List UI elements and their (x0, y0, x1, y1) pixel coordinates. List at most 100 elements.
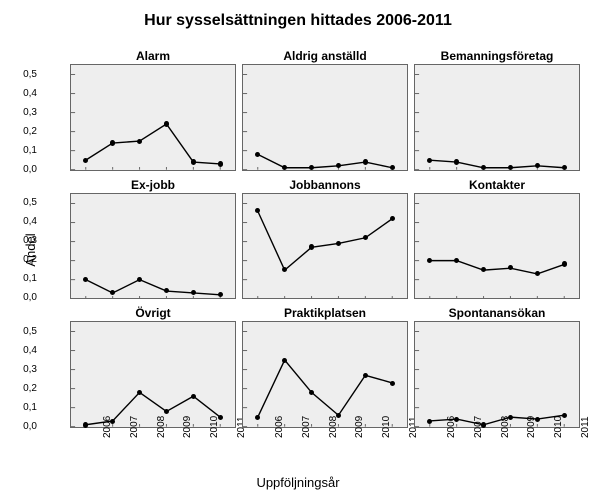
y-tick-label: 0,1 (11, 403, 37, 413)
series-svg (71, 322, 235, 427)
y-tick-label: 0,5 (11, 70, 37, 80)
panel-title: Bemanningsföretag (414, 48, 580, 64)
data-point (164, 121, 169, 126)
panel-grid: Alarm0,00,10,20,30,40,5Aldrig anställdBe… (70, 48, 580, 428)
y-tick-label: 0,1 (11, 146, 37, 156)
y-tick-label: 0,5 (11, 327, 37, 337)
plot-area (414, 193, 580, 300)
data-point (137, 277, 142, 282)
x-tick-label: 2010 (193, 428, 220, 438)
plot-area: 0,00,10,20,30,40,52006200720082009201020… (70, 321, 236, 428)
x-tick-label: 2011 (220, 428, 247, 438)
x-tick-label: 2009 (166, 428, 193, 438)
x-tick-label: 2006 (258, 428, 285, 438)
data-point (218, 161, 223, 166)
y-tick-label: 0,0 (11, 165, 37, 175)
panel: Aldrig anställd (242, 48, 408, 171)
x-tick-label: 2007 (285, 428, 312, 438)
data-point (137, 139, 142, 144)
y-tick-label: 0,5 (11, 198, 37, 208)
data-point (110, 140, 115, 145)
panel: Spontanansökan200620072008200920102011 (414, 305, 580, 428)
x-tick-label: 2008 (484, 428, 511, 438)
plot-area (414, 64, 580, 171)
y-tick-label: 0,2 (11, 127, 37, 137)
panel: Ex-jobb0,00,10,20,30,40,5 (70, 177, 236, 300)
y-tick-label: 0,3 (11, 108, 37, 118)
y-tick-label: 0,0 (11, 293, 37, 303)
data-point (191, 394, 196, 399)
data-point (562, 261, 567, 266)
panel-title: Jobbannons (242, 177, 408, 193)
panel-title: Spontanansökan (414, 305, 580, 321)
data-point (336, 241, 341, 246)
line-series (258, 360, 392, 417)
x-tick-label: 2008 (312, 428, 339, 438)
data-point (363, 235, 368, 240)
panel-title: Övrigt (70, 305, 236, 321)
y-tick-label: 0,4 (11, 217, 37, 227)
series-svg (243, 322, 407, 427)
series-svg (243, 65, 407, 170)
chart-container: Hur sysselsättningen hittades 2006-2011 … (0, 0, 596, 500)
main-title: Hur sysselsättningen hittades 2006-2011 (0, 12, 596, 30)
series-svg (243, 194, 407, 299)
x-tick-label: 2009 (510, 428, 537, 438)
line-series (258, 211, 392, 270)
x-tick-label: 2007 (457, 428, 484, 438)
panel: Övrigt0,00,10,20,30,40,52006200720082009… (70, 305, 236, 428)
x-tick-label: 2006 (430, 428, 457, 438)
line-series (258, 154, 392, 167)
data-point (309, 244, 314, 249)
line-series (430, 160, 564, 168)
data-point (191, 159, 196, 164)
data-point (83, 422, 88, 427)
x-axis-label: Uppföljningsår (0, 475, 596, 490)
series-svg (415, 194, 579, 299)
data-point (390, 216, 395, 221)
line-series (430, 260, 564, 273)
data-point (363, 159, 368, 164)
panel: Alarm0,00,10,20,30,40,5 (70, 48, 236, 171)
plot-area (242, 64, 408, 171)
x-tick-label: 2008 (140, 428, 167, 438)
y-tick-label: 0,3 (11, 236, 37, 246)
panel: Bemanningsföretag (414, 48, 580, 171)
plot-area: 0,00,10,20,30,40,5 (70, 64, 236, 171)
y-tick-label: 0,2 (11, 255, 37, 265)
panel-title: Praktikplatsen (242, 305, 408, 321)
x-tick-label: 2011 (564, 428, 591, 438)
plot-area: 0,00,10,20,30,40,5 (70, 193, 236, 300)
panel: Praktikplatsen200620072008200920102011 (242, 305, 408, 428)
plot-area (242, 193, 408, 300)
series-svg (415, 65, 579, 170)
y-tick-label: 0,3 (11, 365, 37, 375)
panel: Kontakter (414, 177, 580, 300)
y-tick-label: 0,4 (11, 346, 37, 356)
data-point (218, 292, 223, 297)
x-tick-label: 2010 (537, 428, 564, 438)
data-point (390, 381, 395, 386)
data-point (454, 159, 459, 164)
panel: Jobbannons (242, 177, 408, 300)
line-series (86, 124, 220, 164)
plot-area: 200620072008200920102011 (242, 321, 408, 428)
series-svg (71, 194, 235, 299)
series-svg (415, 322, 579, 427)
x-tick-label: 2010 (365, 428, 392, 438)
plot-area: 200620072008200920102011 (414, 321, 580, 428)
panel-title: Ex-jobb (70, 177, 236, 193)
x-tick-label: 2011 (392, 428, 419, 438)
line-series (86, 279, 220, 294)
panel-title: Kontakter (414, 177, 580, 193)
y-tick-label: 0,0 (11, 422, 37, 432)
y-tick-label: 0,1 (11, 274, 37, 284)
x-tick-label: 2007 (113, 428, 140, 438)
panel-title: Aldrig anställd (242, 48, 408, 64)
x-tick-label: 2006 (86, 428, 113, 438)
panel-title: Alarm (70, 48, 236, 64)
y-tick-label: 0,2 (11, 384, 37, 394)
x-tick-label: 2009 (338, 428, 365, 438)
y-tick-label: 0,4 (11, 89, 37, 99)
series-svg (71, 65, 235, 170)
